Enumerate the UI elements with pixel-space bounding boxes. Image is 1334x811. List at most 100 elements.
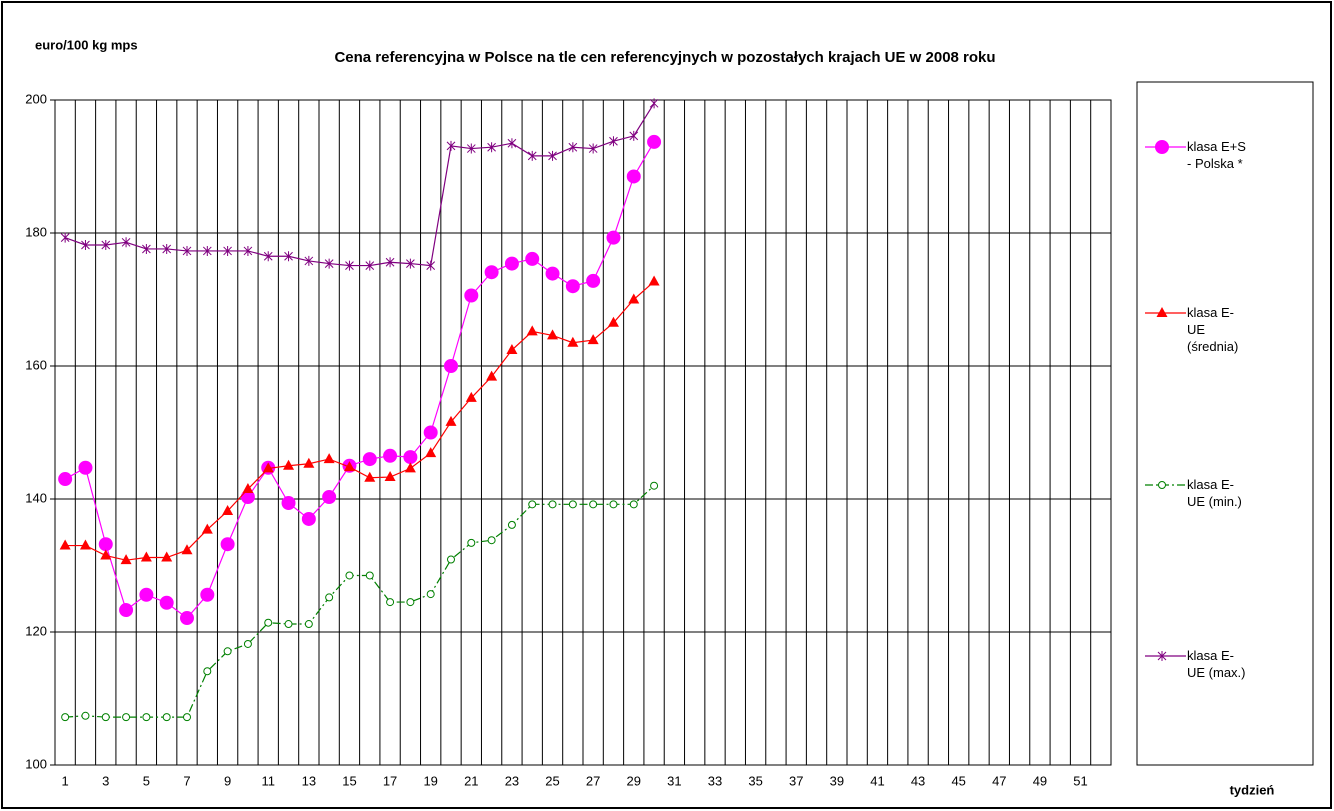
marker — [406, 258, 415, 269]
marker — [445, 415, 457, 426]
marker — [444, 359, 458, 373]
marker — [303, 457, 315, 468]
marker — [101, 713, 110, 722]
marker — [426, 260, 436, 271]
marker — [606, 230, 621, 245]
x-tick-label: 47 — [992, 773, 1006, 788]
marker — [607, 316, 619, 327]
marker — [202, 245, 212, 256]
marker — [447, 555, 455, 564]
marker — [650, 481, 659, 490]
marker — [162, 713, 171, 722]
x-tick-label: 9 — [224, 773, 231, 788]
marker — [1158, 481, 1166, 489]
marker — [264, 618, 273, 627]
marker — [78, 460, 93, 475]
marker — [568, 142, 578, 153]
y-axis-label: euro/100 kg mps — [35, 37, 138, 52]
marker — [284, 620, 293, 629]
marker — [263, 251, 273, 262]
marker — [404, 462, 416, 473]
marker — [142, 243, 151, 254]
marker — [203, 667, 212, 676]
x-tick-label: 17 — [383, 773, 397, 788]
marker — [487, 536, 496, 545]
marker — [161, 551, 173, 562]
legend-label: klasa E- UE (min.) — [1187, 477, 1242, 509]
marker — [362, 452, 377, 467]
marker — [528, 500, 537, 509]
x-tick-label: 37 — [789, 773, 803, 788]
marker — [628, 293, 640, 304]
x-tick-label: 3 — [102, 773, 109, 788]
marker — [609, 136, 618, 147]
marker — [504, 256, 519, 271]
marker — [507, 520, 516, 529]
marker — [120, 554, 132, 565]
marker — [649, 98, 659, 109]
marker — [506, 344, 518, 355]
legend-box — [1136, 81, 1314, 766]
marker — [220, 537, 235, 552]
legend-label: klasa E- UE (średnia) — [1187, 305, 1239, 354]
marker — [588, 143, 598, 154]
marker — [626, 169, 641, 184]
marker — [365, 571, 374, 580]
marker — [81, 239, 90, 250]
marker — [60, 232, 70, 243]
x-tick-label: 7 — [183, 773, 190, 788]
x-axis-label: tydzień — [1230, 782, 1275, 797]
marker — [467, 538, 476, 547]
marker — [423, 425, 438, 440]
marker — [487, 142, 496, 153]
marker — [545, 266, 560, 281]
marker — [58, 472, 73, 487]
marker — [121, 237, 131, 248]
marker — [181, 544, 193, 555]
legend-label: klasa E+S - Polska * — [1187, 139, 1246, 171]
series-line — [64, 103, 655, 267]
marker — [484, 265, 499, 280]
marker — [98, 537, 113, 552]
marker — [122, 713, 131, 722]
x-tick-label: 1 — [62, 773, 69, 788]
x-tick-label: 33 — [708, 773, 722, 788]
marker — [284, 251, 293, 262]
marker — [525, 251, 540, 266]
marker — [281, 495, 296, 510]
marker — [547, 329, 559, 340]
marker — [223, 647, 232, 656]
marker — [425, 447, 437, 458]
marker — [183, 713, 191, 722]
x-tick-label: 29 — [627, 773, 641, 788]
marker — [364, 471, 376, 482]
marker — [507, 138, 517, 149]
marker — [465, 391, 477, 402]
y-tick-label: 160 — [25, 357, 47, 372]
marker — [426, 590, 435, 599]
x-tick-label: 23 — [505, 773, 519, 788]
marker — [629, 130, 639, 141]
marker — [262, 462, 274, 473]
marker — [304, 620, 313, 629]
marker — [1157, 651, 1167, 661]
marker — [464, 288, 479, 303]
marker — [61, 713, 70, 722]
marker — [567, 336, 579, 347]
x-tick-label: 45 — [951, 773, 965, 788]
marker — [323, 453, 335, 464]
marker — [586, 273, 601, 288]
marker — [119, 603, 134, 618]
marker — [142, 713, 151, 722]
x-tick-label: 35 — [748, 773, 762, 788]
marker — [180, 611, 194, 626]
marker — [565, 279, 580, 294]
marker — [345, 260, 354, 271]
marker — [648, 275, 660, 286]
marker — [243, 245, 253, 256]
legend-label: klasa E- UE (max.) — [1187, 648, 1246, 680]
marker — [403, 450, 418, 465]
marker — [343, 461, 355, 472]
marker — [609, 500, 618, 509]
